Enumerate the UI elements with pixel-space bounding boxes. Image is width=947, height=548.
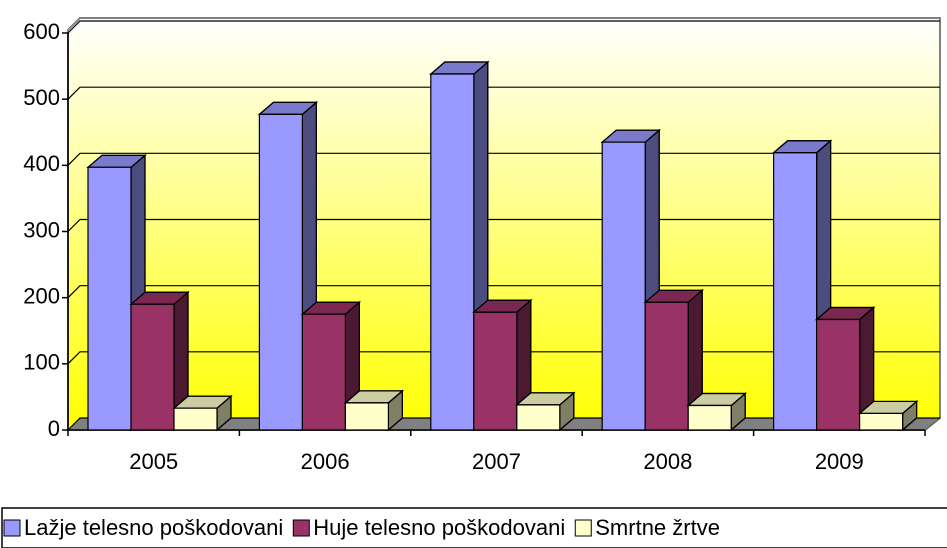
legend-label: Huje telesno poškodovani <box>313 515 565 540</box>
y-tick-label: 400 <box>23 151 60 176</box>
grid-line <box>67 20 940 34</box>
bar-face <box>301 313 346 431</box>
bar-face <box>473 311 518 431</box>
bar <box>343 389 405 432</box>
bar <box>515 391 576 432</box>
bar <box>857 400 919 432</box>
bar <box>129 290 190 432</box>
bar-face <box>644 301 689 431</box>
bar <box>686 392 747 432</box>
x-tick-label: 2005 <box>129 449 178 474</box>
bar <box>172 394 233 432</box>
bar-face <box>430 73 475 431</box>
y-tick-label: 500 <box>23 85 60 110</box>
y-tick-label: 600 <box>23 19 60 44</box>
bar <box>643 288 704 432</box>
grid-line <box>67 86 940 100</box>
bar-face <box>772 152 818 431</box>
legend-label: Smrtne žrtve <box>595 515 720 540</box>
bar-face <box>601 141 646 431</box>
legend-swatch <box>574 519 592 537</box>
x-tick-label: 2007 <box>472 449 521 474</box>
legend-label: Lažje telesno poškodovani <box>24 515 283 540</box>
bar-face <box>87 166 132 431</box>
y-tick-label: 200 <box>23 283 60 308</box>
bar-face <box>858 412 904 431</box>
legend-swatch <box>292 519 310 537</box>
bar <box>814 306 876 432</box>
legend-box <box>1 507 947 548</box>
bar-face <box>815 318 861 431</box>
bar-face <box>130 303 175 431</box>
y-tick-label: 100 <box>23 350 60 375</box>
bar-face <box>687 404 732 431</box>
bar-face <box>344 402 389 431</box>
x-tick-label: 2009 <box>815 449 864 474</box>
bar-face <box>258 113 303 431</box>
y-tick-label: 300 <box>23 217 60 242</box>
bar-face <box>516 404 561 431</box>
x-tick-label: 2008 <box>643 449 692 474</box>
legend-swatch <box>3 519 21 537</box>
y-tick-label: 0 <box>48 416 60 441</box>
x-tick-label: 2006 <box>301 449 350 474</box>
bar-face <box>173 407 218 431</box>
